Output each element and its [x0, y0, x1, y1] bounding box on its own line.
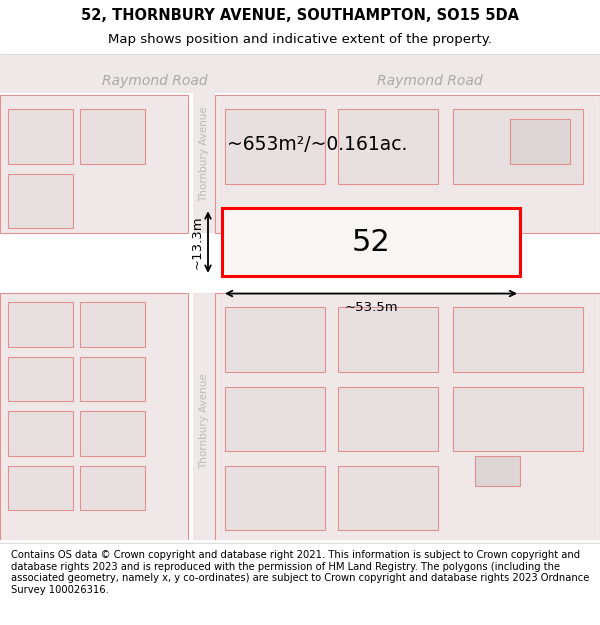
Bar	[80, 302, 145, 347]
Bar	[80, 109, 145, 164]
Text: Thornbury Avenue: Thornbury Avenue	[199, 373, 209, 469]
Text: Raymond Road: Raymond Road	[377, 74, 483, 88]
Bar	[225, 109, 325, 184]
Bar	[475, 456, 520, 486]
Bar	[215, 94, 600, 233]
Text: Map shows position and indicative extent of the property.: Map shows position and indicative extent…	[108, 33, 492, 46]
Bar	[0, 292, 188, 540]
Bar	[0, 94, 188, 233]
Bar	[453, 387, 583, 451]
Bar	[225, 387, 325, 451]
Bar	[8, 109, 73, 164]
Bar	[338, 308, 438, 372]
Text: Contains OS data © Crown copyright and database right 2021. This information is : Contains OS data © Crown copyright and d…	[11, 550, 589, 595]
Text: 52: 52	[352, 228, 391, 257]
Text: ~53.5m: ~53.5m	[344, 301, 398, 314]
Bar	[80, 466, 145, 510]
Bar	[0, 55, 600, 92]
Bar	[193, 292, 215, 540]
Bar	[338, 466, 438, 530]
Bar	[225, 308, 325, 372]
Bar	[338, 387, 438, 451]
Bar	[338, 109, 438, 184]
Bar	[8, 174, 73, 228]
Text: Raymond Road: Raymond Road	[102, 74, 208, 88]
Text: 52, THORNBURY AVENUE, SOUTHAMPTON, SO15 5DA: 52, THORNBURY AVENUE, SOUTHAMPTON, SO15 …	[81, 8, 519, 23]
Bar	[225, 466, 325, 530]
Bar	[215, 292, 600, 540]
Bar	[80, 411, 145, 456]
Bar	[222, 208, 520, 276]
Text: ~13.3m: ~13.3m	[191, 215, 204, 269]
Bar	[453, 109, 583, 184]
Bar	[8, 466, 73, 510]
Bar	[8, 411, 73, 456]
Bar	[8, 302, 73, 347]
Bar	[8, 357, 73, 401]
Bar	[453, 308, 583, 372]
Bar	[193, 55, 215, 233]
Text: Thornbury Avenue: Thornbury Avenue	[199, 106, 209, 202]
Bar	[80, 357, 145, 401]
Text: ~653m²/~0.161ac.: ~653m²/~0.161ac.	[227, 134, 407, 154]
Bar	[510, 119, 570, 164]
